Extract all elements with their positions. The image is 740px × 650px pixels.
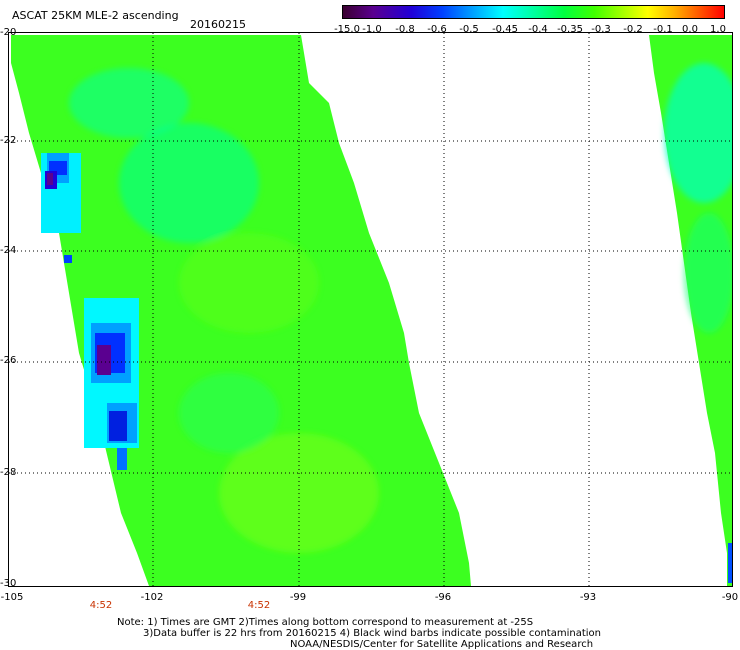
lon-label: -102 bbox=[140, 592, 164, 603]
colorbar-label: -0.1 bbox=[653, 24, 673, 35]
swath-main bbox=[11, 35, 471, 586]
lat-label: -22 bbox=[0, 135, 17, 146]
lon-label: -96 bbox=[434, 592, 452, 603]
colorbar-label: -0.2 bbox=[623, 24, 643, 35]
footnote-line-1: Note: 1) Times are GMT 2)Times along bot… bbox=[117, 617, 534, 628]
colorbar bbox=[342, 5, 725, 19]
colorbar-label: -15.0 bbox=[334, 24, 360, 35]
lat-label: -24 bbox=[0, 245, 17, 256]
lat-label: -20 bbox=[0, 27, 17, 38]
swath-light-patch bbox=[69, 68, 189, 138]
colorbar-label: -0.8 bbox=[395, 24, 415, 35]
lon-label: -105 bbox=[0, 592, 24, 603]
swath-light-patch bbox=[179, 373, 279, 453]
graticule bbox=[9, 33, 732, 586]
swath-time-label: 4:52 bbox=[89, 600, 113, 611]
swath-light-patch bbox=[664, 63, 732, 203]
lat-label: -28 bbox=[0, 467, 17, 478]
swath-light-patch bbox=[179, 233, 319, 333]
colorbar-label: -0.5 bbox=[459, 24, 479, 35]
product-date: 20160215 bbox=[190, 18, 246, 31]
swath-time-label: 4:52 bbox=[247, 600, 271, 611]
map-plot-area bbox=[8, 32, 733, 587]
footnote-line-3: NOAA/NESDIS/Center for Satellite Applica… bbox=[290, 639, 594, 650]
map-svg bbox=[9, 33, 732, 586]
colorbar-label: -0.4 bbox=[528, 24, 548, 35]
colorbar-label: 0.0 bbox=[682, 24, 698, 35]
colorbar-label: -0.6 bbox=[427, 24, 447, 35]
coastal-anomaly-south bbox=[84, 298, 139, 470]
footnote-line-2: 3)Data buffer is 22 hrs from 20160215 4)… bbox=[143, 628, 601, 639]
swath-right-blue-pixels bbox=[728, 543, 732, 583]
lat-label: -30 bbox=[0, 578, 17, 589]
lon-label: -93 bbox=[579, 592, 597, 603]
colorbar-label: -0.45 bbox=[492, 24, 518, 35]
swath-light-patch bbox=[684, 213, 732, 333]
lat-label: -26 bbox=[0, 355, 17, 366]
colorbar-label: 1.0 bbox=[710, 24, 726, 35]
colorbar-label: -0.3 bbox=[591, 24, 611, 35]
product-title: ASCAT 25KM MLE-2 ascending bbox=[12, 9, 179, 22]
coastal-anomaly-north bbox=[41, 153, 81, 263]
swath-right bbox=[649, 35, 732, 586]
lon-label: -99 bbox=[289, 592, 307, 603]
colorbar-label: -1.0 bbox=[362, 24, 382, 35]
lon-label: -90 bbox=[721, 592, 739, 603]
colorbar-label: -0.35 bbox=[557, 24, 583, 35]
swath-light-patch bbox=[119, 123, 259, 243]
